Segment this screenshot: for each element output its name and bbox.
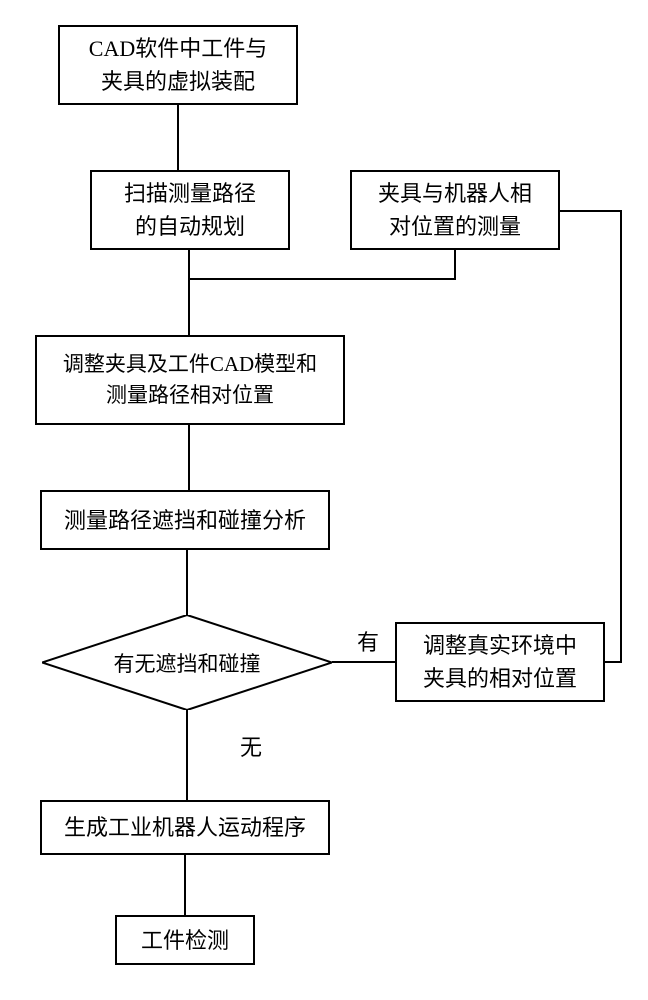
edge-label-yes: 有 <box>355 625 381 657</box>
flowchart-node-collision-analysis: 测量路径遮挡和碰撞分析 <box>40 490 330 550</box>
flowchart-decision-collision-check: 有无遮挡和碰撞 <box>42 615 332 710</box>
flowchart-node-workpiece-detect: 工件检测 <box>115 915 255 965</box>
edge-n7-n3-feedback <box>620 210 622 663</box>
node-text: 生成工业机器人运动程序 <box>64 811 306 844</box>
edge-n8-n9 <box>184 855 186 915</box>
edge-n6-n8 <box>186 710 188 800</box>
node-text: 扫描测量路径的自动规划 <box>124 177 256 243</box>
node-text: CAD软件中工件与夹具的虚拟装配 <box>89 32 267 98</box>
edge-n3-down <box>454 250 456 280</box>
edge-n2-n4 <box>188 250 190 335</box>
node-text: 调整真实环境中夹具的相对位置 <box>423 629 577 695</box>
edge-n4-n5 <box>188 425 190 490</box>
flowchart-node-generate-robot-program: 生成工业机器人运动程序 <box>40 800 330 855</box>
flowchart-node-fixture-position-measure: 夹具与机器人相对位置的测量 <box>350 170 560 250</box>
edge-n6-n7 <box>332 661 395 663</box>
flowchart-node-scan-path-plan: 扫描测量路径的自动规划 <box>90 170 290 250</box>
node-text: 夹具与机器人相对位置的测量 <box>378 177 532 243</box>
edge-label-no: 无 <box>238 730 264 762</box>
edge-feedback-into-n3 <box>560 210 622 212</box>
node-text: 测量路径遮挡和碰撞分析 <box>64 504 306 537</box>
flowchart-node-adjust-real-fixture: 调整真实环境中夹具的相对位置 <box>395 622 605 702</box>
flowchart-node-adjust-cad-model: 调整夹具及工件CAD模型和测量路径相对位置 <box>35 335 345 425</box>
flowchart-node-cad-assembly: CAD软件中工件与夹具的虚拟装配 <box>58 25 298 105</box>
edge-n1-n2 <box>177 105 179 170</box>
edge-n3-left <box>188 278 456 280</box>
decision-text: 有无遮挡和碰撞 <box>114 648 261 678</box>
edge-n7-right <box>605 661 622 663</box>
edge-n5-n6 <box>186 550 188 615</box>
node-text: 工件检测 <box>141 924 229 957</box>
node-text: 调整夹具及工件CAD模型和测量路径相对位置 <box>63 349 317 412</box>
